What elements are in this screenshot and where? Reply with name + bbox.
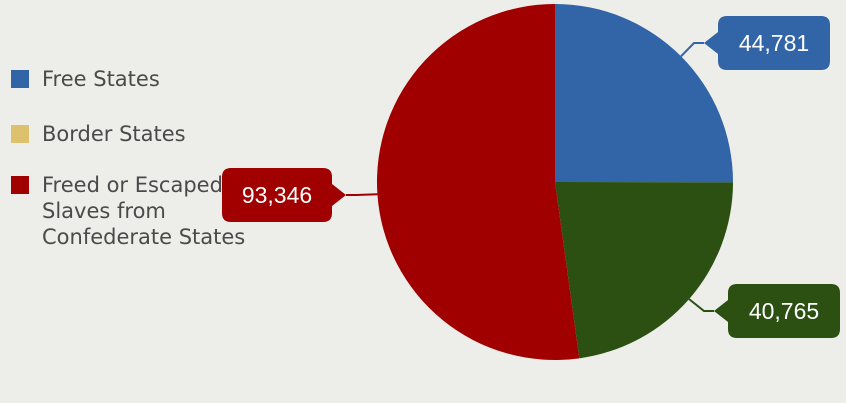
legend-swatch: [11, 176, 29, 194]
legend-swatch: [11, 70, 29, 88]
legend-label: Freed or Escaped Slaves from Confederate S…: [42, 173, 245, 249]
legend-swatch: [11, 125, 29, 143]
callout-leader-line: [346, 193, 378, 196]
pie-slice[interactable]: [555, 182, 733, 359]
data-label: 44,781: [739, 30, 809, 56]
callout-box: [222, 168, 346, 222]
data-callout: 40,765: [688, 284, 840, 338]
data-callout: 93,346: [222, 168, 378, 222]
legend-item: Freed or Escaped Slaves from Confederate S…: [11, 173, 245, 249]
data-label: 40,765: [749, 298, 819, 324]
data-label-callouts: 44,781 40,765 93,346: [222, 16, 840, 338]
legend-label: Border States: [42, 122, 186, 146]
pie-slice[interactable]: [376, 3, 580, 360]
callout-leader-line: [680, 42, 704, 57]
data-callout: 44,781: [680, 16, 830, 70]
callout-box: [704, 16, 830, 70]
chart-legend: Free States Border States Freed or Escaped…: [11, 67, 245, 249]
legend-item: Border States: [11, 122, 186, 146]
callout-leader-line: [688, 298, 714, 312]
callout-box: [714, 284, 840, 338]
legend-label: Free States: [42, 67, 160, 91]
pie-slice[interactable]: [555, 4, 734, 183]
legend-item: Free States: [11, 67, 160, 91]
data-label: 93,346: [242, 182, 312, 208]
pie-slices: [376, 3, 734, 360]
